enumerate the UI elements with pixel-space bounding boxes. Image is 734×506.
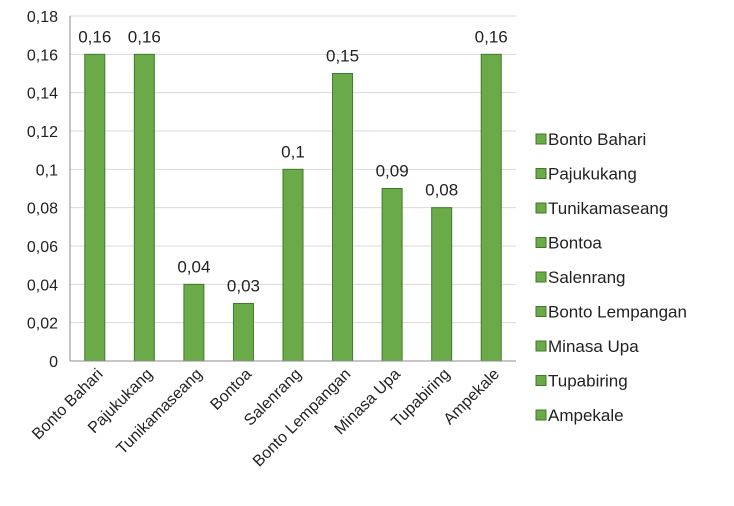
legend-label: Tupabiring [548,372,628,391]
bar [332,73,354,362]
legend-swatch [535,306,547,317]
legend-swatch [535,202,547,214]
bar [381,188,403,362]
bar [232,303,254,362]
bar [480,53,502,362]
legend-swatch [535,271,547,283]
x-category-label: Tunikamaseang [114,366,206,458]
legend-swatch [535,340,547,352]
legend-swatch [535,168,547,179]
legend-label: Tunikamaseang [548,199,668,218]
data-label: 0,09 [376,162,409,181]
bar [183,283,205,362]
data-label: 0,03 [227,277,260,296]
y-tick-label: 0,08 [27,201,58,218]
y-axis-tick-labels: 0 0,02 0,04 0,06 0,08 0,1 0,12 0,14 0,16 0,18 [27,9,58,371]
y-tick-label: 0,02 [27,316,58,333]
legend-label: Ampekale [548,406,624,425]
y-tick-label: 0,14 [27,86,58,103]
legend-label: Bonto Bahari [548,130,646,149]
data-label: 0,04 [177,257,210,276]
legend-label: Minasa Upa [548,337,639,356]
data-labels: 0,16 0,16 0,04 0,03 0,1 0,15 0,09 0,08 0,16 [78,27,508,295]
y-tick-label: 0 [49,354,58,371]
data-label: 0,1 [281,142,305,161]
data-label: 0,16 [475,27,508,46]
bar [282,168,304,362]
y-tick-label: 0,04 [27,277,58,294]
legend-label: Salenrang [548,268,626,287]
data-label: 0,15 [326,47,359,66]
y-tick-label: 0,16 [27,47,58,64]
bar [133,53,155,362]
y-tick-label: 0,12 [27,124,58,141]
legend: Bonto Bahari Pajukukang Tunikamaseang Bonto… [535,130,687,425]
data-label: 0,08 [425,181,458,200]
y-tick-label: 0,1 [36,162,58,179]
legend-swatch [535,375,547,386]
bar [84,53,106,362]
legend-swatch [535,409,547,421]
axes [69,16,516,362]
data-label: 0,16 [78,27,111,46]
data-label: 0,16 [128,27,161,46]
bars [84,53,502,362]
y-tick-label: 0,06 [27,239,58,256]
legend-swatch [535,237,547,248]
legend-label: Bonto Lempangan [548,303,687,322]
legend-label: Bontoa [548,234,602,253]
y-tick-label: 0,18 [27,9,58,26]
x-category-label: Bontoa [207,366,255,414]
legend-swatch [535,133,547,145]
bar [431,207,453,362]
legend-label: Pajukukang [548,165,637,184]
